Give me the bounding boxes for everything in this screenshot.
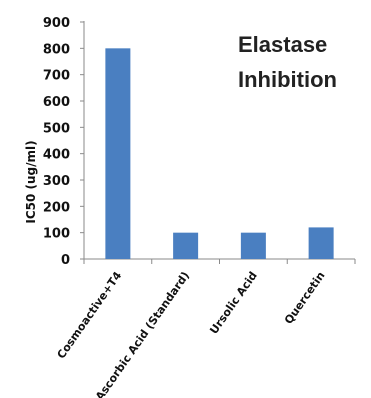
- y-tick-label: 800: [43, 42, 70, 57]
- chart-title-line-2: Inhibition: [238, 67, 337, 92]
- y-tick-label: 500: [43, 121, 70, 136]
- y-tick-label: 700: [43, 69, 70, 84]
- y-tick-label: 600: [43, 95, 70, 110]
- y-axis: 0 100 200 300 400 500 600 700 800 900: [43, 16, 85, 268]
- bar: [240, 232, 266, 259]
- y-tick-label: 900: [43, 16, 70, 31]
- bar: [105, 48, 131, 260]
- bars: [105, 48, 334, 260]
- y-tick-label: 400: [43, 148, 70, 163]
- y-axis-label: IC50 (ug/ml): [24, 140, 38, 223]
- y-tick-label: 300: [43, 174, 70, 189]
- x-tick-label: Quercetin: [282, 269, 328, 326]
- bar: [173, 232, 199, 259]
- x-tick-label: Ursolic Acid: [207, 269, 260, 336]
- x-tick-label: Cosmoactive+T4: [54, 269, 124, 361]
- y-tick-label: 200: [43, 200, 70, 215]
- y-tick-label: 100: [43, 227, 70, 242]
- chart-title-line-1: Elastase: [238, 32, 327, 57]
- bar: [308, 227, 334, 259]
- y-tick-label: 0: [61, 253, 70, 268]
- chart-title: Elastase Inhibition: [238, 32, 337, 92]
